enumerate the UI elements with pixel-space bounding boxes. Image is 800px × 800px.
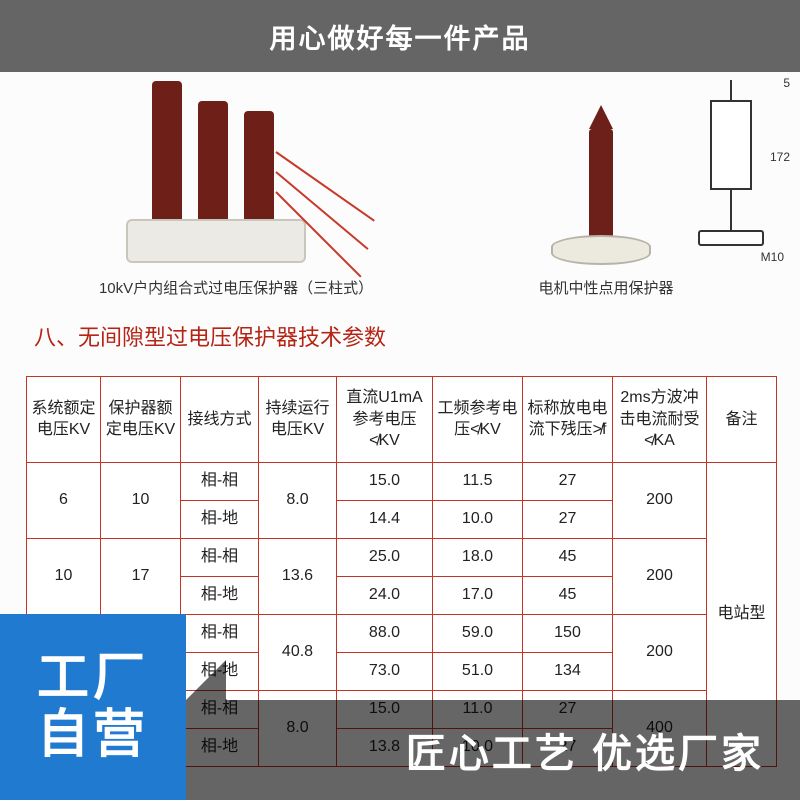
page-root: 用心做好每一件产品 10kV户内组合式过电压保护器（三柱式） 电机中性点用保护器… xyxy=(0,0,800,800)
cell-res: 134 xyxy=(523,652,613,690)
product-right-caption: 电机中性点用保护器 xyxy=(539,277,674,298)
cell-cont: 8.0 xyxy=(259,462,337,538)
top-banner: 用心做好每一件产品 xyxy=(0,0,800,72)
cell-conn: 相-相 xyxy=(181,614,259,652)
cell-prot: 10 xyxy=(101,462,181,538)
table-row: 10 17 相-相 13.6 25.0 18.0 45 200 xyxy=(27,538,777,576)
cell-cont: 40.8 xyxy=(259,614,337,690)
cell-sys: 6 xyxy=(27,462,101,538)
cell-dc: 24.0 xyxy=(337,576,433,614)
cell-dc: 15.0 xyxy=(337,462,433,500)
cell-pf: 10.0 xyxy=(433,500,523,538)
cell-prot: 17 xyxy=(101,538,181,614)
bottom-banner: 匠心工艺 优选厂家 xyxy=(186,700,800,800)
cell-pf: 17.0 xyxy=(433,576,523,614)
col-cont-kv: 持续运行电压KV xyxy=(259,377,337,463)
section-title: 八、无间隙型过电压保护器技术参数 xyxy=(34,320,386,352)
top-banner-text: 用心做好每一件产品 xyxy=(270,17,531,56)
cell-wave: 200 xyxy=(613,538,707,614)
schematic-drawing: 5 172 M10 xyxy=(680,80,790,290)
cell-res: 45 xyxy=(523,538,613,576)
cell-pf: 18.0 xyxy=(433,538,523,576)
cell-wave: 200 xyxy=(613,462,707,538)
schematic-dim-base: M10 xyxy=(761,250,784,264)
cell-pf: 59.0 xyxy=(433,614,523,652)
table-header-row: 系统额定电压KV 保护器额定电压KV 接线方式 持续运行电压KV 直流U1mA参… xyxy=(27,377,777,463)
cell-pf: 51.0 xyxy=(433,652,523,690)
cell-dc: 25.0 xyxy=(337,538,433,576)
cell-dc: 14.4 xyxy=(337,500,433,538)
col-res: 标称放电电流下残压≯f xyxy=(523,377,613,463)
col-sys-kv: 系统额定电压KV xyxy=(27,377,101,463)
cell-dc: 88.0 xyxy=(337,614,433,652)
banner-triangle xyxy=(186,660,226,700)
col-conn: 接线方式 xyxy=(181,377,259,463)
product-figure-left: 10kV户内组合式过电压保护器（三柱式） xyxy=(99,88,373,298)
product-right-illustration xyxy=(531,93,681,273)
col-remark: 备注 xyxy=(707,377,777,463)
cell-conn: 相-相 xyxy=(181,538,259,576)
cell-sys: 10 xyxy=(27,538,101,614)
cell-dc: 73.0 xyxy=(337,652,433,690)
cell-wave: 200 xyxy=(613,614,707,690)
schematic-dim-top: 5 xyxy=(783,76,790,90)
product-figure-right: 电机中性点用保护器 xyxy=(531,93,681,298)
col-prot-kv: 保护器额定电压KV xyxy=(101,377,181,463)
cell-conn: 相-地 xyxy=(181,500,259,538)
col-wave: 2ms方波冲击电流耐受≮KA xyxy=(613,377,707,463)
product-left-caption: 10kV户内组合式过电压保护器（三柱式） xyxy=(99,277,373,298)
factory-badge: 工厂自营 xyxy=(0,614,186,800)
cell-conn: 相-相 xyxy=(181,462,259,500)
cell-res: 27 xyxy=(523,500,613,538)
product-left-illustration xyxy=(106,88,366,273)
factory-badge-text: 工厂自营 xyxy=(10,650,176,764)
col-dc: 直流U1mA参考电压≮KV xyxy=(337,377,433,463)
cell-res: 27 xyxy=(523,462,613,500)
col-pf: 工频参考电压≮KV xyxy=(433,377,523,463)
cell-res: 45 xyxy=(523,576,613,614)
schematic-dim-mid: 172 xyxy=(770,150,790,164)
table-row: 6 10 相-相 8.0 15.0 11.5 27 200 电站型 xyxy=(27,462,777,500)
cell-res: 150 xyxy=(523,614,613,652)
cell-pf: 11.5 xyxy=(433,462,523,500)
bottom-banner-text: 匠心工艺 优选厂家 xyxy=(406,721,764,779)
cell-conn: 相-地 xyxy=(181,576,259,614)
cell-cont: 13.6 xyxy=(259,538,337,614)
